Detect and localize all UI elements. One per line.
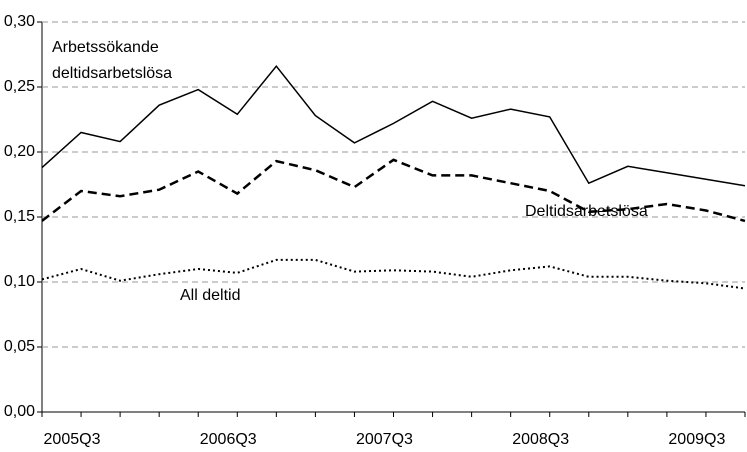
y-tick-label: 0,00 bbox=[4, 403, 35, 420]
x-tick-label: 2005Q3 bbox=[44, 431, 101, 448]
annotation: deltidsarbetslösa bbox=[52, 65, 172, 82]
series-line bbox=[41, 158, 746, 223]
y-tick-label: 0,10 bbox=[4, 273, 35, 290]
y-tick-label: 0,05 bbox=[4, 338, 35, 355]
annotation: Arbetssökande bbox=[52, 39, 159, 56]
x-tick-label: 2007Q3 bbox=[356, 431, 413, 448]
x-tick-label: 2009Q3 bbox=[668, 431, 725, 448]
x-tick-label: 2008Q3 bbox=[512, 431, 569, 448]
x-tick-label: 2006Q3 bbox=[200, 431, 257, 448]
y-tick-label: 0,15 bbox=[4, 208, 35, 225]
series-line bbox=[41, 65, 746, 187]
series-line bbox=[41, 258, 746, 290]
y-tick-label: 0,20 bbox=[4, 143, 35, 160]
y-tick-label: 0,30 bbox=[4, 13, 35, 30]
annotation: Deltidsarbetslösa bbox=[525, 203, 648, 220]
y-tick-label: 0,25 bbox=[4, 78, 35, 95]
annotation: All deltid bbox=[180, 287, 240, 304]
